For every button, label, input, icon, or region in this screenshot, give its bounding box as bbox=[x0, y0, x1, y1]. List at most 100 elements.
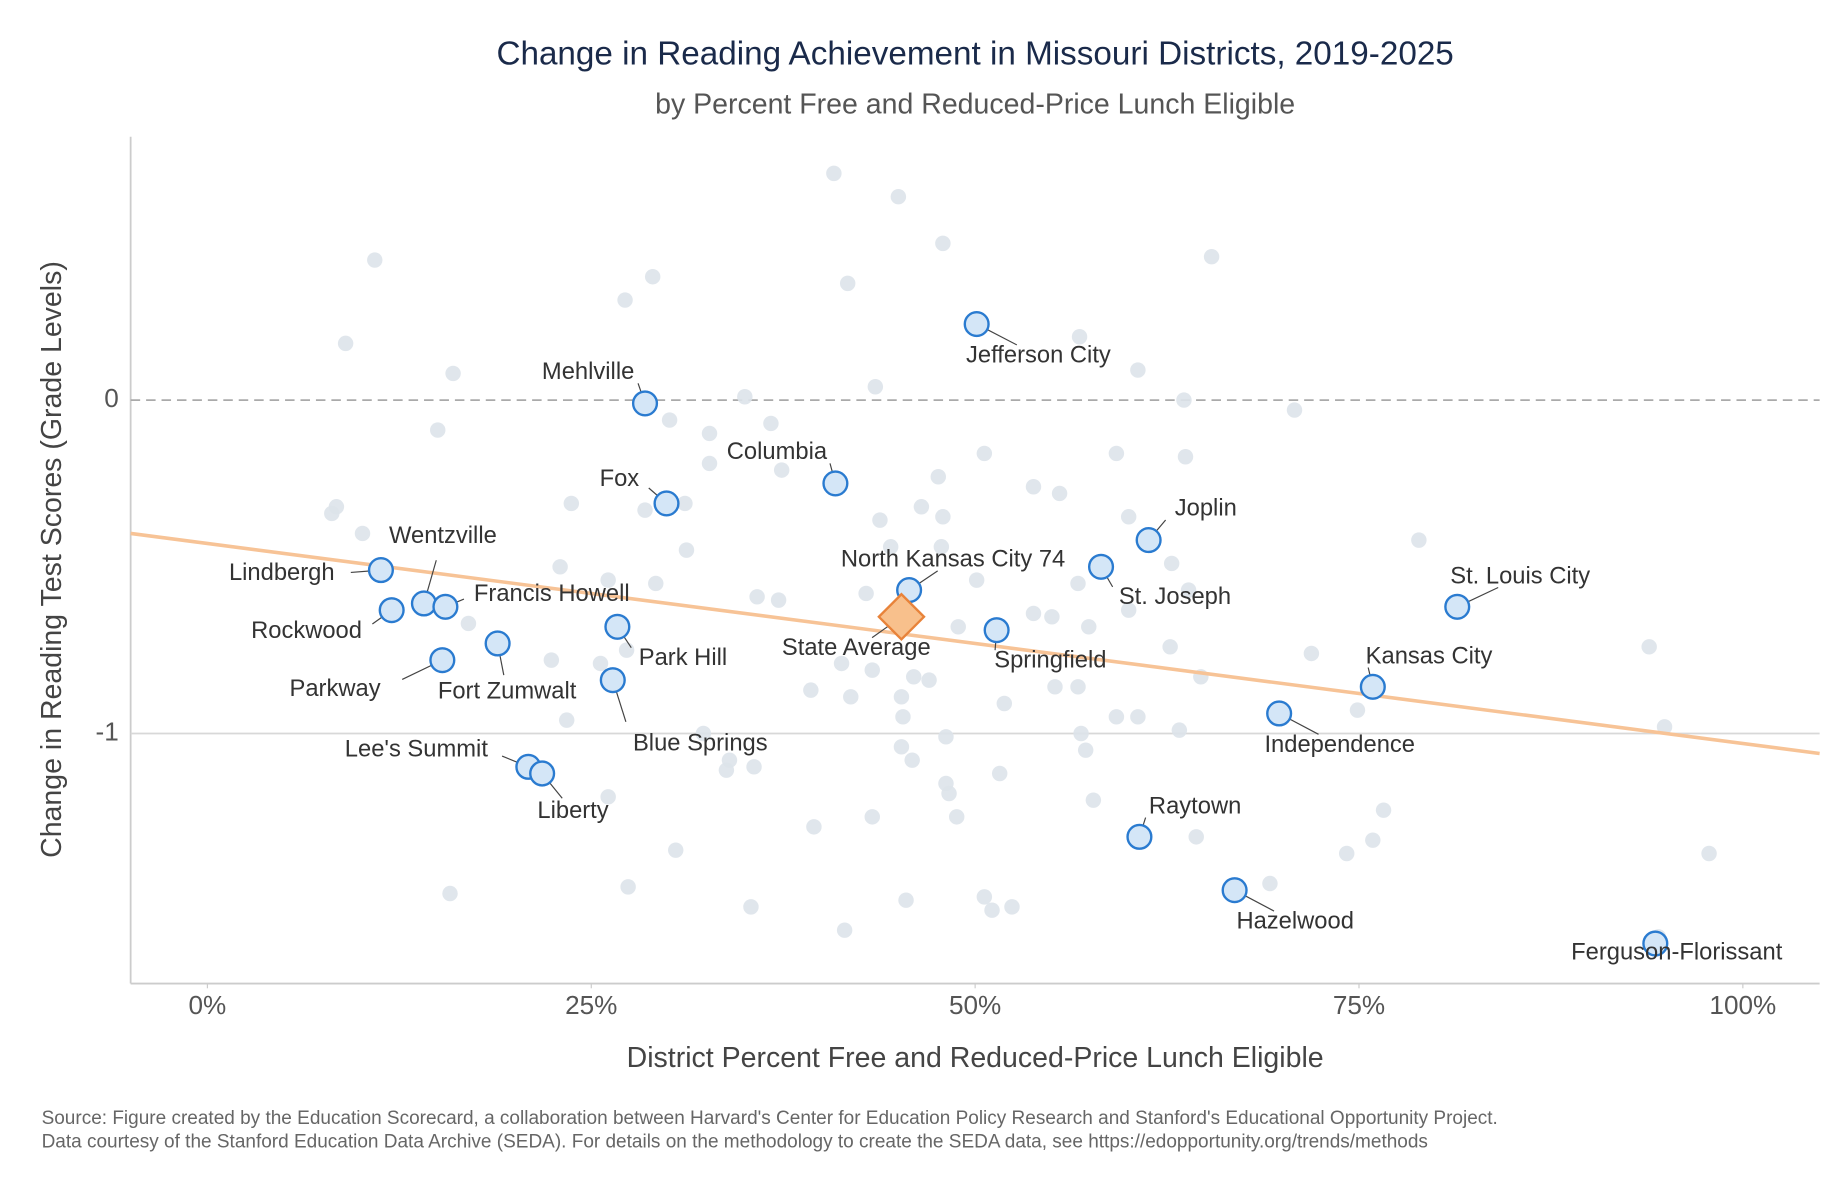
district-label: Joplin bbox=[1175, 495, 1237, 522]
chart-subtitle: by Percent Free and Reduced-Price Lunch … bbox=[655, 88, 1295, 120]
background-point bbox=[806, 819, 822, 835]
background-point bbox=[1071, 329, 1088, 345]
background-point bbox=[1701, 845, 1717, 862]
background-point bbox=[1073, 725, 1089, 742]
background-point bbox=[678, 542, 695, 558]
background-point bbox=[354, 525, 371, 542]
background-point bbox=[913, 499, 930, 515]
background-point bbox=[867, 379, 884, 395]
source-note: Source: Figure created by the Education … bbox=[42, 1108, 1498, 1129]
background-point bbox=[460, 615, 477, 632]
district-label: Raytown bbox=[1149, 792, 1241, 819]
background-point bbox=[1162, 639, 1178, 655]
background-point bbox=[826, 165, 842, 182]
district-label: Fox bbox=[600, 465, 640, 492]
background-point bbox=[996, 695, 1013, 712]
background-point bbox=[620, 879, 636, 895]
background-point bbox=[1044, 609, 1060, 625]
district-label: Hazelwood bbox=[1236, 908, 1354, 935]
background-point bbox=[1047, 679, 1063, 695]
background-point bbox=[1375, 802, 1392, 818]
background-point bbox=[1077, 742, 1094, 758]
y-tick-label: -1 bbox=[96, 716, 119, 746]
district-point bbox=[1266, 700, 1293, 727]
background-point bbox=[600, 572, 616, 588]
background-point bbox=[935, 235, 951, 252]
x-tick-label: 50% bbox=[949, 990, 1001, 1020]
background-point bbox=[1176, 392, 1192, 408]
source-note: Data courtesy of the Stanford Education … bbox=[42, 1132, 1428, 1153]
district-point bbox=[429, 647, 456, 674]
background-point bbox=[933, 539, 950, 555]
district-label: Kansas City bbox=[1366, 642, 1493, 669]
district-label: Jefferson City bbox=[966, 341, 1111, 368]
background-point bbox=[843, 689, 859, 705]
district-point bbox=[983, 617, 1010, 644]
background-point bbox=[430, 422, 446, 438]
district-label: Mehlville bbox=[542, 358, 634, 385]
background-point bbox=[893, 689, 910, 705]
background-point bbox=[1081, 619, 1097, 635]
background-point bbox=[938, 729, 954, 745]
district-point bbox=[1359, 673, 1386, 700]
background-point bbox=[941, 785, 957, 802]
background-point bbox=[718, 762, 735, 778]
background-point bbox=[668, 842, 684, 858]
background-point bbox=[677, 495, 693, 512]
district-point bbox=[1444, 593, 1471, 620]
x-axis-label: District Percent Free and Reduced-Price … bbox=[627, 1042, 1324, 1074]
background-point bbox=[617, 292, 633, 308]
district-point bbox=[653, 490, 680, 517]
district-point bbox=[1126, 823, 1153, 850]
background-point bbox=[1004, 899, 1020, 915]
background-point bbox=[984, 902, 1000, 918]
district-point bbox=[822, 470, 849, 497]
background-point bbox=[1085, 792, 1102, 808]
district-point bbox=[432, 593, 459, 620]
state-average-label: State Average bbox=[782, 634, 931, 661]
district-label: St. Joseph bbox=[1119, 583, 1231, 610]
district-label: Fort Zumwalt bbox=[438, 677, 577, 704]
background-point bbox=[833, 655, 850, 672]
district-label: North Kansas City 74 bbox=[841, 546, 1065, 573]
background-point bbox=[882, 539, 899, 555]
background-point bbox=[773, 462, 790, 478]
background-point bbox=[442, 885, 458, 902]
district-point bbox=[1221, 877, 1248, 904]
background-point bbox=[1188, 829, 1204, 845]
background-point bbox=[1163, 555, 1180, 572]
background-point bbox=[898, 892, 914, 908]
background-point bbox=[644, 269, 661, 285]
district-point bbox=[599, 667, 626, 694]
background-point bbox=[904, 752, 920, 768]
district-point bbox=[963, 310, 990, 338]
district-label: Lee's Summit bbox=[345, 735, 489, 762]
background-point bbox=[930, 469, 947, 485]
background-point bbox=[1180, 582, 1197, 598]
background-point bbox=[935, 509, 951, 525]
background-point bbox=[701, 425, 718, 442]
district-label: Ferguson-Florissant bbox=[1571, 938, 1783, 965]
background-point bbox=[1051, 485, 1068, 502]
background-point bbox=[600, 789, 616, 805]
background-point bbox=[950, 619, 966, 635]
background-point bbox=[618, 642, 635, 658]
chart-title: Change in Reading Achievement in Missour… bbox=[496, 36, 1453, 73]
background-point bbox=[324, 505, 340, 522]
district-label: Park Hill bbox=[639, 644, 727, 671]
background-point bbox=[543, 652, 560, 668]
background-point bbox=[839, 275, 856, 292]
district-label: Independence bbox=[1264, 731, 1415, 758]
background-point bbox=[1130, 709, 1146, 725]
district-point bbox=[529, 760, 556, 787]
background-point bbox=[1108, 445, 1125, 462]
district-point bbox=[604, 613, 631, 640]
background-point bbox=[749, 589, 765, 605]
background-point bbox=[1338, 845, 1355, 862]
state-average-point bbox=[877, 592, 926, 642]
background-point bbox=[737, 389, 753, 405]
background-point bbox=[552, 559, 568, 575]
background-point bbox=[1656, 719, 1673, 735]
background-point bbox=[1262, 875, 1278, 892]
